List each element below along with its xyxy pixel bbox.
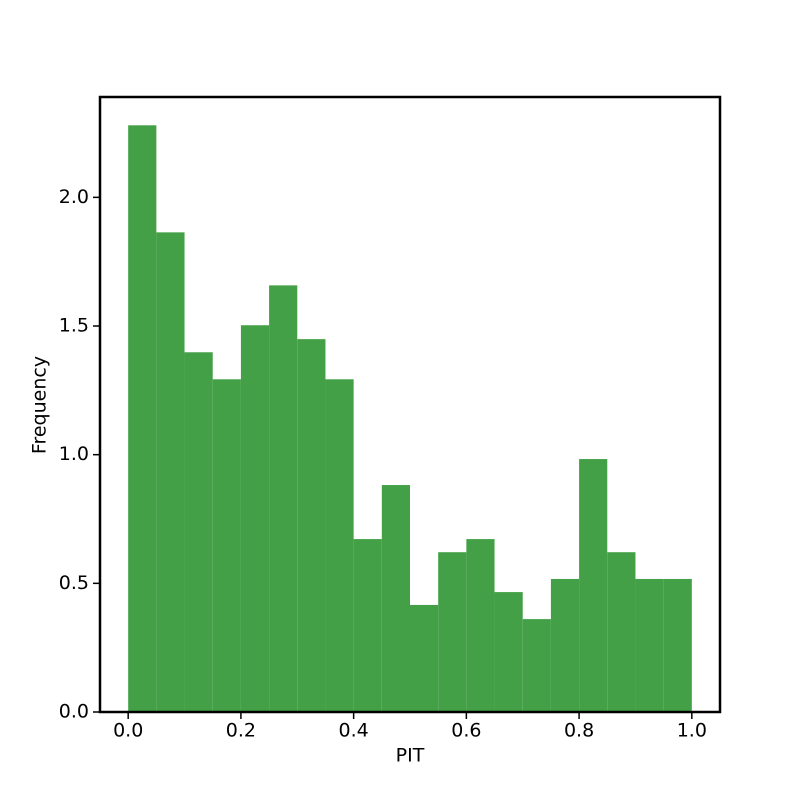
x-tick-label: 1.0 <box>677 720 707 742</box>
x-tick-label: 0.0 <box>113 720 143 742</box>
bar <box>438 552 467 712</box>
bar <box>212 379 241 712</box>
bar <box>410 604 439 712</box>
bar <box>635 578 664 712</box>
bar <box>381 485 410 712</box>
bar <box>269 285 298 712</box>
x-tick-label: 0.6 <box>451 720 481 742</box>
bar <box>128 125 157 713</box>
bar <box>494 592 523 712</box>
y-tick-label: 2.0 <box>59 186 89 208</box>
bar <box>297 339 326 712</box>
y-axis-label: Frequency <box>29 356 51 454</box>
bar <box>184 352 213 712</box>
bar <box>663 578 692 712</box>
y-tick-label: 1.5 <box>59 315 89 337</box>
bar <box>579 459 608 712</box>
x-tick-label: 0.8 <box>564 720 594 742</box>
x-axis-label: PIT <box>396 745 425 767</box>
bar <box>522 619 551 712</box>
bar <box>550 578 580 712</box>
y-tick-label: 0.0 <box>59 701 89 723</box>
x-tick-label: 0.2 <box>226 720 256 742</box>
bar <box>156 232 185 712</box>
x-tick-label: 0.4 <box>339 720 369 742</box>
bar <box>466 539 495 712</box>
bar <box>325 379 354 712</box>
bar <box>240 325 270 712</box>
plot-frame <box>98 95 722 714</box>
y-tick-label: 1.0 <box>59 443 89 465</box>
bar <box>607 552 636 712</box>
bar <box>353 539 382 712</box>
y-tick-label: 0.5 <box>59 572 89 594</box>
